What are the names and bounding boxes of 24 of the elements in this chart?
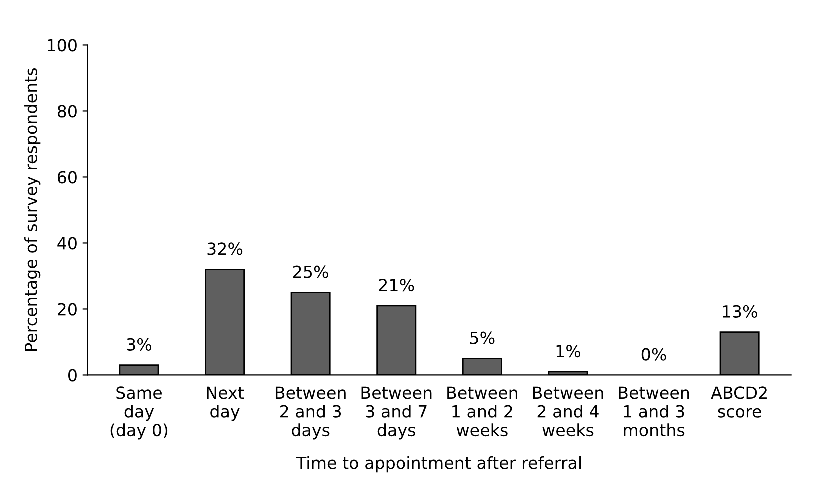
x-tick-label: Between 2 and 3 days bbox=[276, 386, 346, 440]
x-tick-label: ABCD2 score bbox=[711, 386, 767, 418]
y-tick-label: 100 bbox=[48, 39, 77, 52]
y-tick-label: 20 bbox=[58, 303, 77, 316]
y-tick-label: 60 bbox=[58, 171, 77, 184]
x-tick-label: Between 1 and 3 months bbox=[619, 386, 690, 437]
data-label: 21% bbox=[379, 278, 414, 292]
data-label: 1% bbox=[556, 344, 581, 358]
x-tick-label: Between 1 and 2 weeks bbox=[448, 386, 518, 437]
x-tick-label: Next day bbox=[207, 386, 244, 422]
x-tick-label: Same day (day 0) bbox=[110, 386, 168, 440]
y-tick-label: 0 bbox=[68, 369, 77, 382]
x-tick-label: Between 2 and 4 weeks bbox=[533, 386, 604, 437]
y-axis-title: Percentage of survey respondents bbox=[24, 68, 41, 352]
data-label: 3% bbox=[127, 338, 152, 351]
y-tick-label: 40 bbox=[58, 237, 77, 250]
data-label: 32% bbox=[208, 242, 243, 256]
data-label: 25% bbox=[294, 266, 328, 278]
y-tick-label: 80 bbox=[58, 105, 77, 118]
x-axis-title: Time to appointment after referral bbox=[296, 456, 582, 473]
data-label: 0% bbox=[642, 348, 666, 361]
data-label: 5% bbox=[470, 332, 495, 344]
x-tick-label: Between 3 and 7 days bbox=[362, 386, 432, 440]
data-label: 13% bbox=[723, 305, 758, 318]
